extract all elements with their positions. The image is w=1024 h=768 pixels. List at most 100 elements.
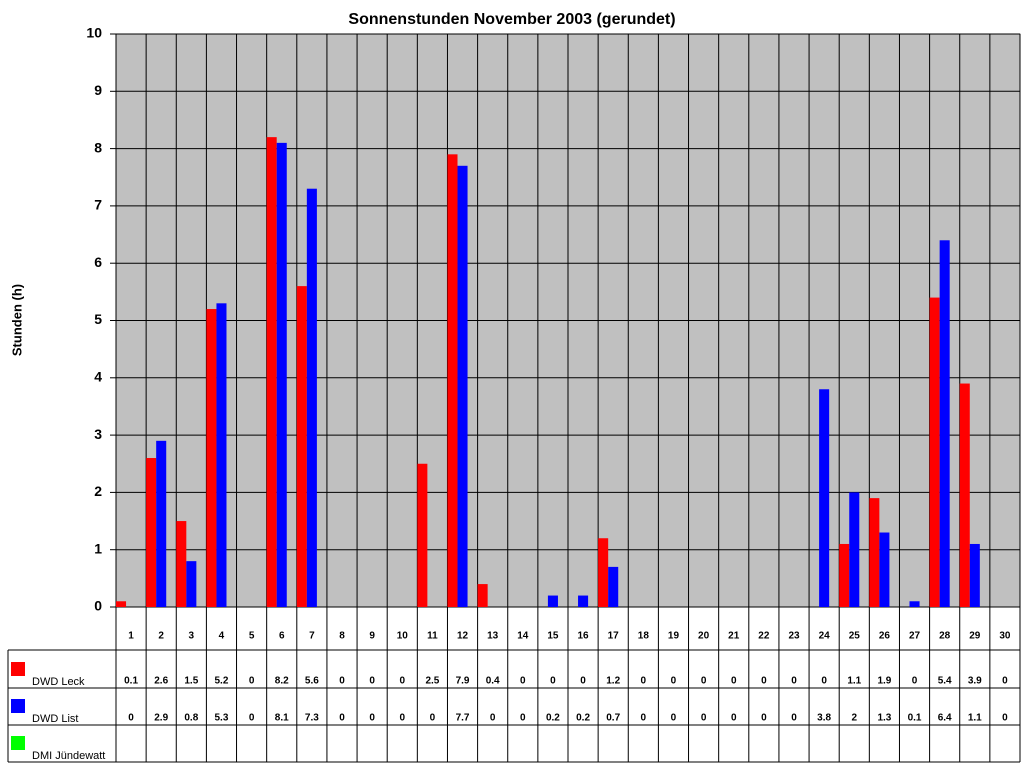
bar: [959, 383, 970, 607]
x-tick-label: 23: [788, 631, 800, 642]
table-value: 0: [580, 676, 586, 687]
table-value: 1.1: [968, 713, 982, 724]
y-tick-label: 5: [94, 311, 102, 327]
table-value: 0: [791, 676, 797, 687]
bar: [216, 303, 227, 607]
table-value: 0: [339, 713, 345, 724]
y-tick-label: 7: [94, 197, 102, 213]
bar: [447, 154, 458, 607]
x-tick-label: 2: [158, 631, 164, 642]
x-tick-label: 13: [487, 631, 499, 642]
y-tick-label: 0: [94, 598, 102, 614]
x-tick-label: 10: [397, 631, 409, 642]
legend-label: DWD Leck: [32, 676, 85, 688]
bar: [457, 165, 468, 608]
table-value: 5.4: [938, 676, 952, 687]
legend-label: DWD List: [32, 713, 78, 725]
table-value: 0: [671, 676, 677, 687]
x-tick-label: 18: [638, 631, 650, 642]
bar: [598, 538, 609, 607]
table-value: 0: [731, 713, 737, 724]
bar: [206, 309, 217, 607]
table-value: 8.1: [275, 713, 289, 724]
y-tick-label: 6: [94, 254, 102, 270]
table-value: 0.8: [184, 713, 198, 724]
bar: [849, 492, 860, 607]
table-value: 1.5: [184, 676, 198, 687]
bar: [417, 463, 428, 607]
y-tick-label: 8: [94, 139, 102, 155]
bar: [266, 137, 277, 607]
table-value: 7.9: [456, 676, 470, 687]
table-value: 5.2: [215, 676, 229, 687]
table-value: 0: [128, 713, 134, 724]
x-tick-label: 28: [939, 631, 951, 642]
table-value: 0: [671, 713, 677, 724]
table-value: 0: [399, 676, 405, 687]
table-value: 3.8: [817, 713, 831, 724]
x-tick-label: 30: [999, 631, 1011, 642]
legend-label: DMI Jündewatt: [32, 750, 105, 762]
bar: [969, 543, 980, 607]
x-tick-label: 15: [547, 631, 559, 642]
x-tick-label: 14: [517, 631, 529, 642]
table-value: 0: [430, 713, 436, 724]
table-value: 0: [399, 713, 405, 724]
x-tick-label: 26: [879, 631, 891, 642]
table-value: 0: [912, 676, 918, 687]
bar: [909, 601, 920, 607]
y-tick-label: 2: [94, 483, 102, 499]
bar: [146, 458, 157, 607]
table-value: 8.2: [275, 676, 289, 687]
table-value: 0: [249, 676, 255, 687]
legend-key: [11, 736, 25, 750]
x-tick-label: 25: [849, 631, 861, 642]
bar: [869, 498, 880, 607]
table-value: 1.2: [606, 676, 620, 687]
x-tick-label: 9: [369, 631, 375, 642]
x-tick-label: 27: [909, 631, 921, 642]
table-value: 0: [701, 713, 707, 724]
chart-title: Sonnenstunden November 2003 (gerundet): [348, 11, 675, 28]
table-value: 0: [761, 676, 767, 687]
table-value: 0.4: [486, 676, 500, 687]
table-value: 0: [249, 713, 255, 724]
x-tick-label: 5: [249, 631, 255, 642]
table-value: 0: [369, 713, 375, 724]
table-value: 5.6: [305, 676, 319, 687]
table-value: 0: [520, 713, 526, 724]
x-tick-label: 7: [309, 631, 315, 642]
bar: [929, 297, 940, 607]
x-tick-label: 17: [608, 631, 620, 642]
table-value: 0: [520, 676, 526, 687]
table-value: 0.1: [908, 713, 922, 724]
table-value: 0: [641, 713, 647, 724]
table-value: 0.1: [124, 676, 138, 687]
bar: [186, 561, 197, 607]
table-value: 0: [731, 676, 737, 687]
table-value: 0.7: [606, 713, 620, 724]
x-tick-label: 21: [728, 631, 740, 642]
table-value: 0: [791, 713, 797, 724]
table-value: 2.9: [154, 713, 168, 724]
table-value: 1.3: [877, 713, 891, 724]
table-value: 0: [761, 713, 767, 724]
x-tick-label: 29: [969, 631, 981, 642]
table-value: 0: [339, 676, 345, 687]
table-value: 0: [1002, 713, 1008, 724]
x-tick-label: 3: [189, 631, 195, 642]
bar: [608, 566, 619, 607]
table-value: 0: [369, 676, 375, 687]
bar: [116, 601, 127, 607]
bar: [276, 142, 287, 607]
bar: [939, 240, 950, 607]
table-value: 3.9: [968, 676, 982, 687]
table-value: 0.2: [546, 713, 560, 724]
bar: [306, 188, 317, 607]
legend-key: [11, 699, 25, 713]
bar: [176, 521, 187, 607]
table-value: 0.2: [576, 713, 590, 724]
bar: [296, 286, 307, 607]
x-tick-label: 19: [668, 631, 680, 642]
